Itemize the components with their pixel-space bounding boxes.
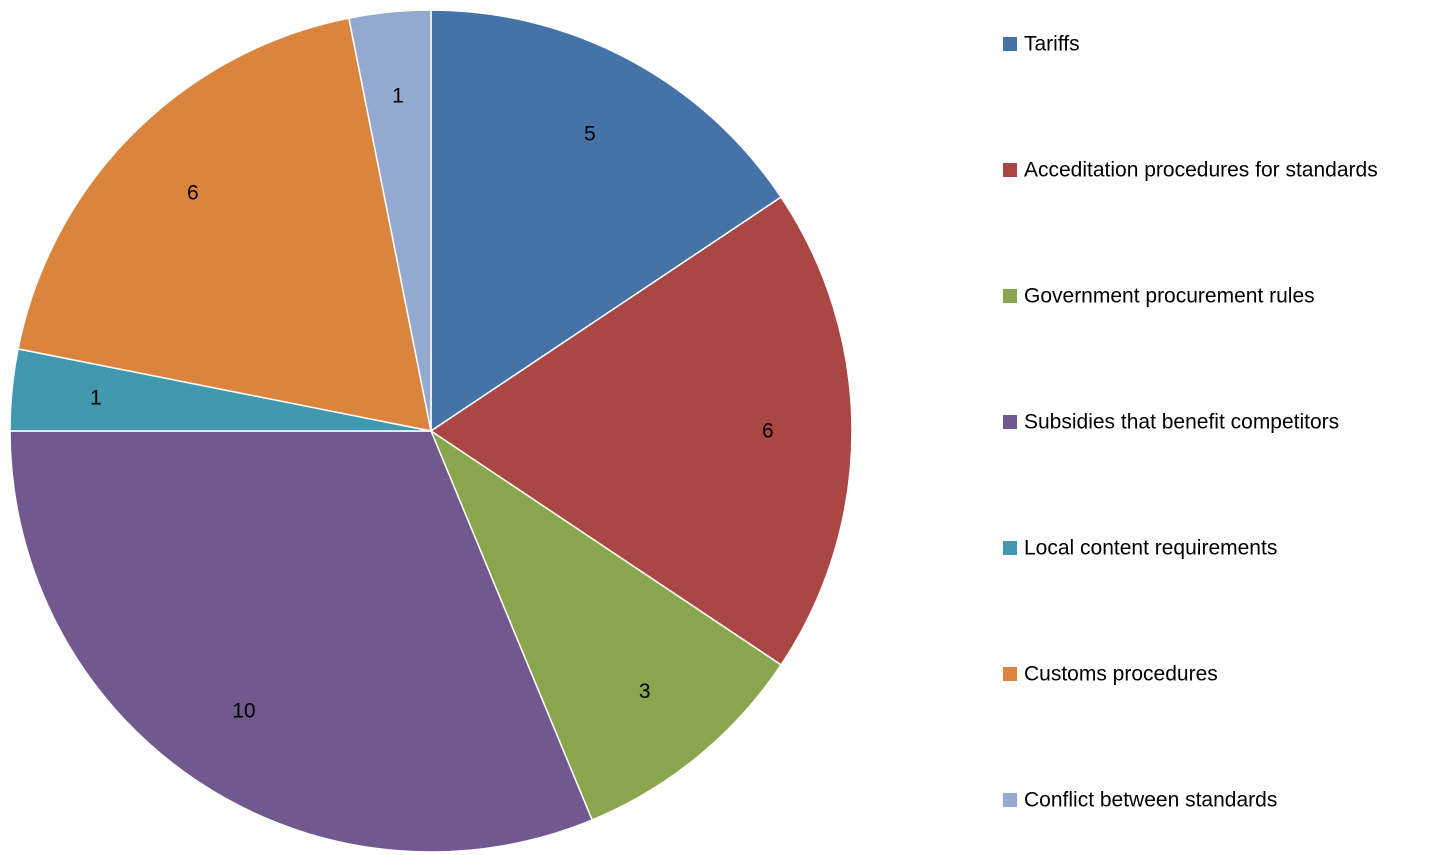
legend-item-acceditation-procedures-for-standards: Acceditation procedures for standards <box>1003 159 1378 182</box>
pie-slice-tariffs <box>430 9 782 432</box>
data-label-government-procurement-rules: 3 <box>639 680 651 703</box>
legend-label: Tariffs <box>1024 33 1080 56</box>
legend-swatch <box>1003 37 1017 51</box>
legend-item-tariffs: Tariffs <box>1003 33 1080 56</box>
pie-slice-government-procurement-rules <box>430 430 782 821</box>
pie-slices <box>9 9 853 853</box>
data-label-subsidies-that-benefit-competitors: 10 <box>232 700 255 723</box>
data-label-acceditation-procedures-for-standards: 6 <box>762 420 774 443</box>
legend-item-local-content-requirements: Local content requirements <box>1003 537 1277 560</box>
data-label-local-content-requirements: 1 <box>90 387 102 410</box>
pie-slice-customs-procedures <box>17 17 432 432</box>
legend-label: Conflict between standards <box>1024 789 1277 812</box>
legend-swatch <box>1003 793 1017 807</box>
data-label-tariffs: 5 <box>584 123 596 146</box>
legend-label: Local content requirements <box>1024 537 1277 560</box>
legend-label: Subsidies that benefit competitors <box>1024 411 1339 434</box>
legend: Tariffs Acceditation procedures for stand… <box>1003 33 1378 812</box>
legend-label: Government procurement rules <box>1024 285 1315 308</box>
pie-slice-conflict-between-standards <box>348 9 432 432</box>
legend-item-customs-procedures: Customs procedures <box>1003 663 1218 686</box>
legend-swatch <box>1003 289 1017 303</box>
legend-swatch <box>1003 667 1017 681</box>
pie-slice-subsidies-that-benefit-competitors <box>9 430 593 853</box>
data-label-customs-procedures: 6 <box>187 181 199 204</box>
pie-slice-acceditation-procedures-for-standards <box>430 196 853 666</box>
legend-item-conflict-between-standards: Conflict between standards <box>1003 789 1277 812</box>
legend-swatch <box>1003 163 1017 177</box>
legend-label: Acceditation procedures for standards <box>1024 159 1378 182</box>
legend-item-government-procurement-rules: Government procurement rules <box>1003 285 1315 308</box>
data-label-conflict-between-standards: 1 <box>392 84 404 107</box>
legend-swatch <box>1003 415 1017 429</box>
data-labels: 5 6 3 10 1 6 1 <box>90 84 774 722</box>
legend-swatch <box>1003 541 1017 555</box>
legend-label: Customs procedures <box>1024 663 1218 686</box>
legend-item-subsidies-that-benefit-competitors: Subsidies that benefit competitors <box>1003 411 1339 434</box>
